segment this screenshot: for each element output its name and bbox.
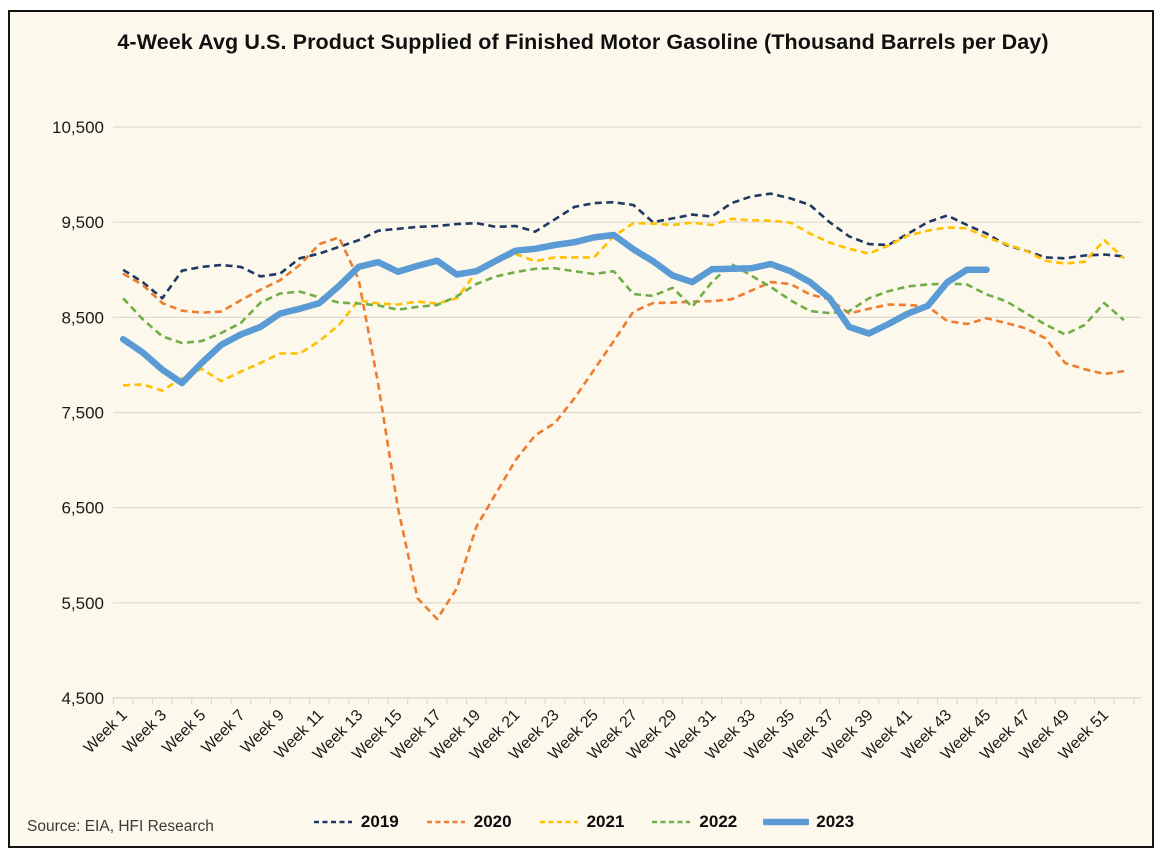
y-axis-tick-label: 5,500: [61, 594, 104, 613]
series-line-2019: [122, 192, 1125, 300]
y-axis-tick-label: 8,500: [61, 308, 104, 327]
chart-title: 4-Week Avg U.S. Product Supplied of Fini…: [117, 30, 1049, 54]
y-axis-tick-label: 7,500: [61, 404, 104, 423]
chart-frame: [8, 10, 1154, 848]
series-line-2023: [119, 231, 990, 387]
y-axis-tick-label: 6,500: [61, 499, 104, 518]
y-axis-tick-label: 10,500: [52, 118, 104, 137]
series-line-2020: [122, 236, 1125, 621]
y-axis-tick-label: 4,500: [61, 689, 104, 708]
y-axis-tick-label: 9,500: [61, 213, 104, 232]
source-note: Source: EIA, HFI Research: [27, 818, 214, 835]
series-line-2022: [122, 262, 1125, 345]
series-line-2021: [123, 217, 1125, 392]
